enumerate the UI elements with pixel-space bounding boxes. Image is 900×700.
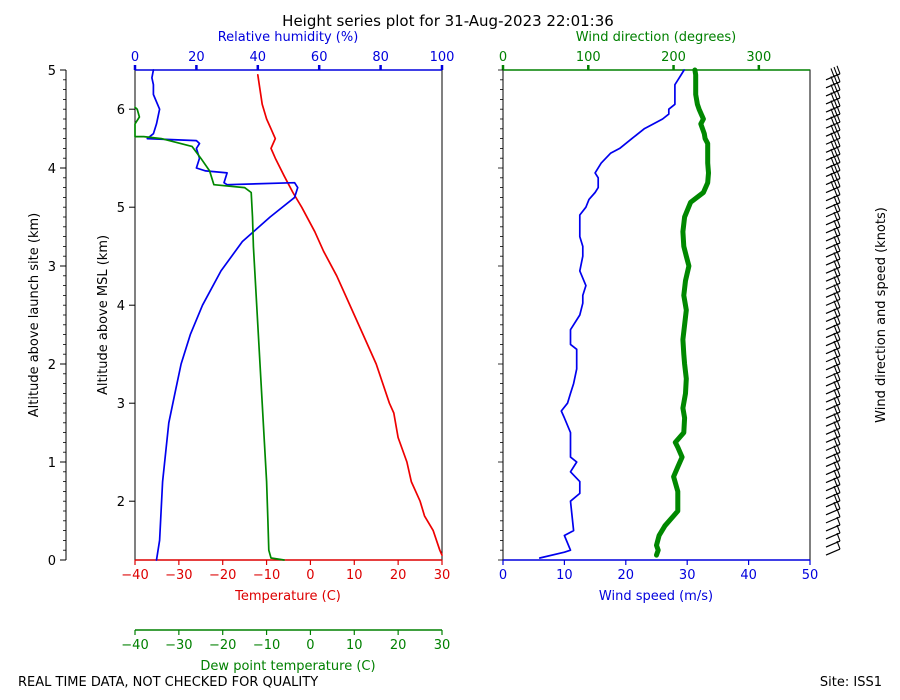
wind-speed-tick-label: 50 <box>802 568 819 583</box>
chart-title: Height series plot for 31-Aug-2023 22:01… <box>282 12 614 30</box>
launch-altitude-tick-label: 3 <box>48 260 56 275</box>
wind-speed-tick-label: 10 <box>556 568 573 583</box>
humidity-tick-label: 100 <box>430 50 455 65</box>
humidity-tick-label: 40 <box>250 50 267 65</box>
dewpoint-tick-label: 10 <box>346 638 363 653</box>
wind-direction-axis-label: Wind direction (degrees) <box>576 30 736 45</box>
wind-direction-tick-label: 0 <box>499 50 507 65</box>
launch-altitude-tick-label: 5 <box>48 64 56 79</box>
msl-altitude-tick-label: 2 <box>117 495 125 510</box>
temperature-tick-label: 0 <box>306 568 314 583</box>
launch-altitude-axis-label: Altitude above launch site (km) <box>27 213 42 417</box>
quality-note: REAL TIME DATA, NOT CHECKED FOR QUALITY <box>18 675 318 690</box>
msl-altitude-tick-label: 4 <box>117 299 125 314</box>
temperature-tick-label: −40 <box>121 568 148 583</box>
wind-direction-tick-label: 100 <box>576 50 601 65</box>
msl-altitude-tick-label: 6 <box>117 103 125 118</box>
temperature-tick-label: −10 <box>253 568 280 583</box>
msl-altitude-tick-label: 5 <box>117 201 125 216</box>
wind-direction-tick-label: 300 <box>746 50 771 65</box>
wind-speed-tick-label: 20 <box>618 568 635 583</box>
temperature-tick-label: −30 <box>165 568 192 583</box>
dewpoint-axis-label: Dew point temperature (C) <box>200 659 375 674</box>
humidity-axis-label: Relative humidity (%) <box>218 30 359 45</box>
wind-speed-axis-label: Wind speed (m/s) <box>599 589 713 604</box>
temperature-tick-label: 30 <box>434 568 451 583</box>
temperature-tick-label: 20 <box>390 568 407 583</box>
data-series <box>134 67 711 561</box>
humidity-tick-label: 20 <box>188 50 205 65</box>
wind-speed-tick-label: 0 <box>499 568 507 583</box>
temperature-line <box>256 74 443 556</box>
temperature-tick-label: 10 <box>346 568 363 583</box>
temperature-tick-label: −20 <box>209 568 236 583</box>
right-panel-frame <box>502 69 811 561</box>
wind-barb <box>825 540 841 556</box>
dewpoint-tick-label: −10 <box>253 638 280 653</box>
humidity-tick-label: 0 <box>131 50 139 65</box>
humidity-tick-label: 60 <box>311 50 328 65</box>
humidity-tick-label: 80 <box>372 50 389 65</box>
barbs-axis-label: Wind direction and speed (knots) <box>874 207 889 423</box>
wind-barb <box>825 65 841 81</box>
relative-humidity-line <box>146 69 299 561</box>
launch-altitude-tick-label: 4 <box>48 162 56 177</box>
wind-direction-line <box>654 67 711 558</box>
msl-altitude-tick-label: 3 <box>117 397 125 412</box>
dewpoint-tick-label: −40 <box>121 638 148 653</box>
site-label: Site: ISS1 <box>820 675 882 690</box>
launch-altitude-tick-label: 1 <box>48 456 56 471</box>
dewpoint-tick-label: 0 <box>306 638 314 653</box>
axis-ticks: 0 20 40 60 80 100−40 −30 −20 −10 0 10 20 30−40 −30 −20… <box>48 50 819 653</box>
msl-altitude-axis-label: Altitude above MSL (km) <box>96 235 111 395</box>
temperature-axis-label: Temperature (C) <box>234 589 341 604</box>
wind-direction-tick-label: 200 <box>661 50 686 65</box>
wind-speed-tick-label: 30 <box>679 568 696 583</box>
wind-speed-line <box>538 69 685 559</box>
dewpoint-tick-label: 20 <box>390 638 407 653</box>
wind-speed-tick-label: 40 <box>740 568 757 583</box>
dewpoint-tick-label: −30 <box>165 638 192 653</box>
wind-barbs <box>825 65 841 556</box>
dew-point-line <box>134 106 285 561</box>
dewpoint-tick-label: −20 <box>209 638 236 653</box>
launch-altitude-tick-label: 2 <box>48 358 56 373</box>
launch-altitude-tick-label: 0 <box>48 554 56 569</box>
dewpoint-tick-label: 30 <box>434 638 451 653</box>
